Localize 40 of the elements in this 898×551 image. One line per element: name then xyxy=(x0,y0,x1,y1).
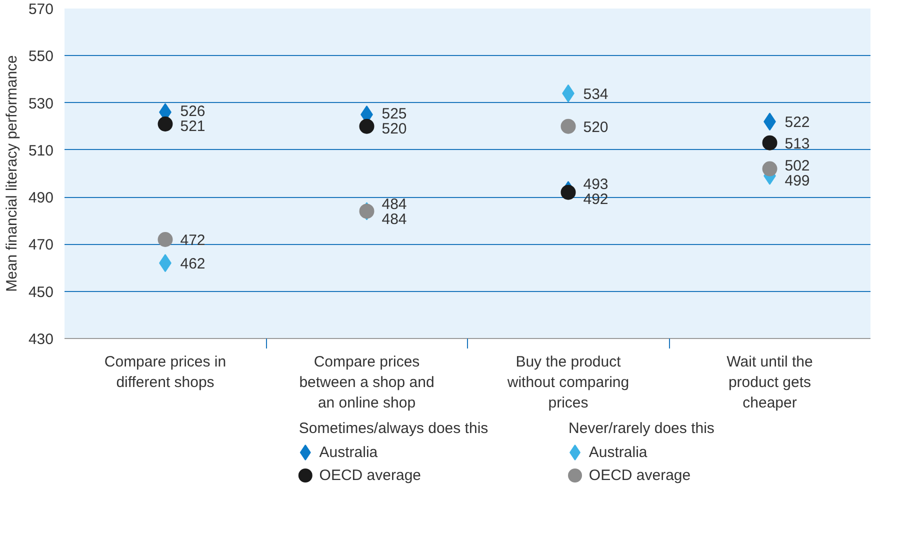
legend-label: Australia xyxy=(588,444,648,461)
point xyxy=(158,116,173,132)
legend-label: Australia xyxy=(319,444,378,461)
point xyxy=(762,135,778,150)
y-tick-label: 470 xyxy=(28,236,54,254)
legend-label: OECD average xyxy=(588,467,691,484)
text: Never/rarely does this xyxy=(568,420,714,437)
x-tick-label: Wait until the product gets cheaper xyxy=(726,354,813,412)
point xyxy=(560,184,576,200)
data-label: 484 xyxy=(382,196,407,214)
y-tick-label: 550 xyxy=(28,48,54,66)
y-tick-label: 430 xyxy=(28,331,54,348)
y-tick-label: 490 xyxy=(28,190,54,207)
data-label: 521 xyxy=(180,118,206,136)
data-label: 484 xyxy=(382,211,407,228)
point xyxy=(359,118,374,134)
point xyxy=(762,161,778,176)
data-label: 462 xyxy=(180,256,206,273)
y-tick-label: 570 xyxy=(28,1,54,18)
data-label: 522 xyxy=(784,114,810,132)
data-label: 499 xyxy=(784,172,810,190)
legend-label: OECD average xyxy=(319,467,422,484)
text: Sometimes/always does this xyxy=(298,420,488,437)
point xyxy=(158,232,173,247)
y-tick-label: 530 xyxy=(28,95,54,112)
y-tick-label: 510 xyxy=(28,142,54,160)
data-label: 513 xyxy=(784,135,810,152)
x-tick-label: Buy the product without comparing prices xyxy=(506,354,630,412)
y-axis-title: Mean financial literacy performance xyxy=(3,55,20,292)
data-label: 526 xyxy=(180,103,206,120)
point xyxy=(560,118,576,134)
y-tick-label: 450 xyxy=(28,284,54,301)
data-label: 520 xyxy=(583,118,608,136)
data-label: 534 xyxy=(583,86,608,103)
x-tick-label: Compare prices between a shop and an online shop xyxy=(299,354,434,412)
x-tick-label: Compare prices in different shops xyxy=(104,354,226,391)
data-label: 520 xyxy=(382,120,407,138)
data-label: 525 xyxy=(382,105,407,122)
data-label: 502 xyxy=(784,157,810,174)
data-label: 493 xyxy=(583,176,608,194)
